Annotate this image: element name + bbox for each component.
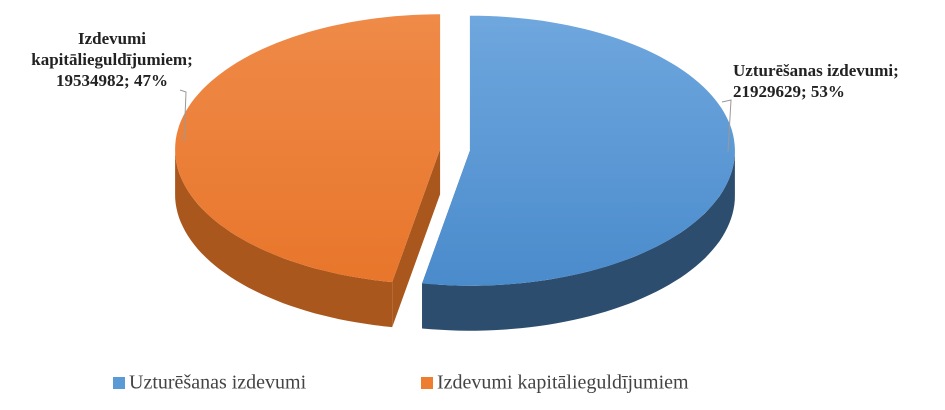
leader-line (179, 89, 187, 143)
data-label: 19534982; 47% (56, 71, 168, 90)
data-label: kapitālieguldījumiem; (31, 50, 193, 69)
data-label: Izdevumi (78, 29, 146, 48)
slice-cut-face (392, 149, 441, 328)
slice (175, 14, 441, 283)
data-label: Uzturēšanas izdevumi; (733, 61, 899, 80)
legend-swatch (113, 377, 125, 389)
data-label: 21929629; 53% (733, 82, 845, 101)
slice-side (175, 149, 393, 328)
slice-side (422, 150, 735, 331)
legend-label: Uzturēšanas izdevumi (129, 372, 307, 394)
legend-label: Izdevumi kapitālieguldījumiem (437, 372, 689, 394)
legend-swatch (421, 377, 433, 389)
slice (422, 15, 735, 286)
leader-line (721, 99, 732, 153)
